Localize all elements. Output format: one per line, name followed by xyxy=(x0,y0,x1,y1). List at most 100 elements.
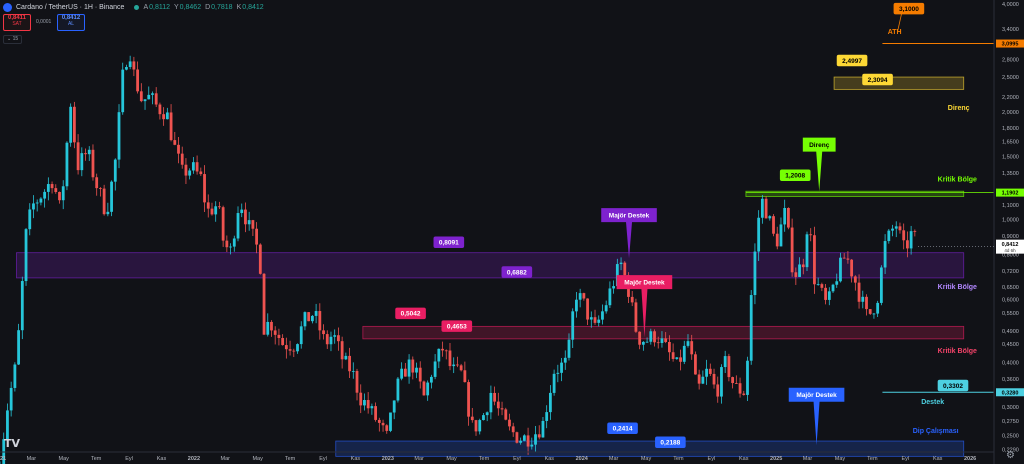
candle-body-69 xyxy=(255,228,259,245)
candle-body-142 xyxy=(526,435,530,447)
price-tag-2: 2,3094 xyxy=(868,77,888,84)
candle-body-7 xyxy=(24,229,28,282)
candle-body-192 xyxy=(712,373,716,385)
price-tag-8-bg xyxy=(607,422,638,435)
y-tick-25: 0,2750 xyxy=(1002,419,1019,425)
y-tick-12: 1,0000 xyxy=(1002,218,1019,224)
sell-button[interactable]: 0,8411 SAT xyxy=(3,14,31,31)
candle-body-63 xyxy=(232,238,236,247)
y-tick-20: 0,4500 xyxy=(1002,342,1019,348)
candle-body-222 xyxy=(824,287,827,300)
candle-body-87 xyxy=(322,330,325,335)
candle-body-225 xyxy=(835,281,839,285)
candle-body-57 xyxy=(210,208,214,215)
candle-body-182 xyxy=(675,357,679,359)
candle-body-162 xyxy=(601,311,604,320)
candle-body-96 xyxy=(355,371,359,393)
price-tag-4-bg xyxy=(433,236,465,249)
candle-body-198 xyxy=(734,383,738,384)
candle-body-88 xyxy=(325,334,329,345)
candle-body-167 xyxy=(619,262,623,265)
price-tag-2-bg xyxy=(862,73,893,86)
candle-body-170 xyxy=(630,296,634,303)
price-tag-7: 0,4653 xyxy=(447,323,467,330)
y-tick-3: 2,5000 xyxy=(1002,75,1019,81)
candle-body-150 xyxy=(556,372,560,374)
candle-body-148 xyxy=(548,392,552,413)
candle-body-172 xyxy=(638,331,642,345)
x-tick-16: Eyl xyxy=(513,456,521,462)
gear-icon[interactable]: ⚙ xyxy=(1006,450,1015,461)
candle-body-156 xyxy=(578,293,582,300)
candle-body-183 xyxy=(679,357,682,362)
candle-body-202 xyxy=(749,295,753,361)
candle-body-245 xyxy=(909,231,913,249)
candle-body-56 xyxy=(206,202,210,209)
market-open-icon xyxy=(134,4,140,10)
candle-body-61 xyxy=(225,240,229,248)
candle-body-128 xyxy=(474,420,478,432)
candle-body-73 xyxy=(270,321,273,331)
candle-body-242 xyxy=(898,226,902,231)
y-tick-1: 3,4000 xyxy=(1002,27,1019,33)
candle-body-154 xyxy=(571,311,575,340)
candle-body-80 xyxy=(296,344,299,352)
x-tick-15: Tem xyxy=(479,456,490,462)
candle-body-35 xyxy=(128,61,132,68)
price-tag-4: 0,8091 xyxy=(439,240,459,247)
candle-body-54 xyxy=(199,171,203,175)
candle-body-79 xyxy=(292,350,296,352)
buy-button[interactable]: 0,8412 AL xyxy=(57,14,85,31)
candle-body-159 xyxy=(589,317,593,320)
candle-body-101 xyxy=(374,406,378,420)
candle-body-46 xyxy=(169,112,173,141)
candle-body-199 xyxy=(738,383,742,394)
y-tick-9: 1,3500 xyxy=(1002,171,1019,177)
candle-body-105 xyxy=(389,412,392,431)
candle-body-42 xyxy=(154,93,158,105)
y-tick-18: 0,5500 xyxy=(1002,311,1019,317)
candle-body-67 xyxy=(247,220,251,225)
candle-body-161 xyxy=(597,319,601,323)
candle-body-145 xyxy=(537,434,541,438)
candle-body-207 xyxy=(768,216,772,219)
price-tag-8: 0,2414 xyxy=(613,426,633,433)
price-axis-bg xyxy=(994,0,1024,464)
candle-body-13 xyxy=(46,184,50,192)
indicators-toggle[interactable]: ⌄ 15 xyxy=(3,35,23,44)
price-tag-1-bg xyxy=(836,54,868,67)
x-tick-29: Kas xyxy=(933,456,943,462)
y-tick-17: 0,6000 xyxy=(1002,297,1019,303)
candle-body-89 xyxy=(329,336,333,345)
candle-body-122 xyxy=(452,364,456,367)
candle-body-137 xyxy=(508,419,511,427)
x-tick-28: Eyl xyxy=(901,456,909,462)
candle-body-90 xyxy=(333,335,337,337)
axis-badge-2: 0,3280 xyxy=(1002,390,1019,396)
candle-body-45 xyxy=(165,112,169,120)
y-tick-7: 1,6500 xyxy=(1002,140,1019,146)
candle-body-210 xyxy=(779,224,783,247)
candle-body-206 xyxy=(764,198,768,219)
candle-body-47 xyxy=(173,140,177,145)
candle-body-102 xyxy=(377,419,381,423)
candle-body-168 xyxy=(623,262,627,276)
candle-body-221 xyxy=(820,284,824,288)
candle-body-209 xyxy=(775,233,779,247)
candle-body-19 xyxy=(69,106,73,143)
candle-body-14 xyxy=(50,184,54,189)
candle-body-17 xyxy=(61,186,65,201)
x-tick-10: Eyl xyxy=(319,456,327,462)
candle-body-235 xyxy=(872,313,876,315)
candle-body-208 xyxy=(772,216,775,234)
ohlc-close: K0,8412 xyxy=(236,3,264,11)
candle-body-134 xyxy=(496,401,500,409)
candle-body-218 xyxy=(809,234,813,236)
callout-2-bubble xyxy=(616,275,673,338)
candle-body-40 xyxy=(147,94,151,100)
candle-body-126 xyxy=(467,382,470,417)
x-tick-25: Mar xyxy=(803,456,813,462)
symbol-title[interactable]: Cardano / TetherUS · 1H · Binance xyxy=(16,3,125,11)
candle-body-8 xyxy=(28,209,32,230)
